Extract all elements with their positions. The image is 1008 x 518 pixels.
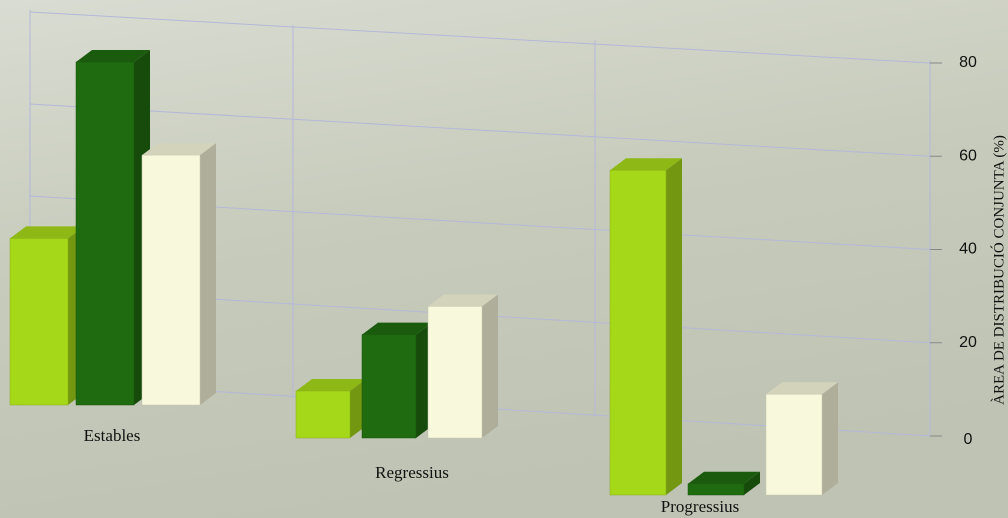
bar xyxy=(75,61,135,406)
y-tick-label: 40 xyxy=(959,241,977,258)
bar-side xyxy=(482,294,498,438)
y-tick-label: 0 xyxy=(964,431,973,448)
y-axis-label: ÀREA DE DISTRIBUCIÓ CONJUNTA (%) xyxy=(990,135,1007,405)
x-tick-label: Estables xyxy=(84,426,141,445)
bar xyxy=(609,169,667,496)
bar-side xyxy=(200,143,216,405)
bar xyxy=(687,483,745,496)
bar xyxy=(427,306,483,439)
bar-top xyxy=(362,322,432,335)
bar-top xyxy=(610,158,682,171)
y-tick-label: 60 xyxy=(959,147,977,164)
bar-side xyxy=(666,158,682,495)
bar xyxy=(141,154,201,406)
bar xyxy=(765,393,823,496)
bar xyxy=(295,390,351,439)
bar-top xyxy=(296,379,366,391)
bar-side xyxy=(822,382,838,495)
bar-top xyxy=(76,50,150,62)
bar-top xyxy=(142,143,216,156)
bar-top xyxy=(766,382,838,395)
bar xyxy=(9,238,69,406)
y-tick-label: 20 xyxy=(959,334,977,351)
bar-top xyxy=(10,226,84,239)
y-tick-label: 80 xyxy=(959,54,977,71)
grid-line xyxy=(29,103,931,157)
bar-top xyxy=(688,471,760,484)
x-tick-label: Regressius xyxy=(375,463,449,482)
bar-side xyxy=(744,471,760,495)
bar xyxy=(361,334,417,439)
bar-top xyxy=(428,294,498,307)
grid-line xyxy=(29,11,931,64)
x-tick-label: Progressius xyxy=(661,497,739,516)
